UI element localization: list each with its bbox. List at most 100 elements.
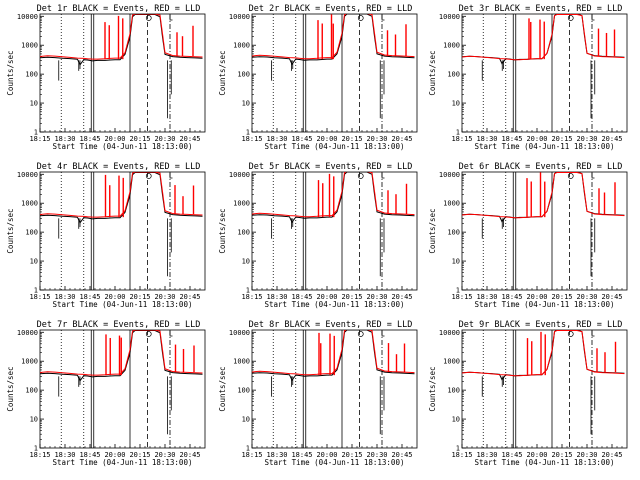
panel-title: Det 6r BLACK = Events, RED = LLD xyxy=(459,162,623,172)
plot-area xyxy=(40,330,203,448)
panel-det-7: Det 7r BLACK = Events, RED = LLD 1 10 100 10… xyxy=(6,320,206,467)
marker-circle xyxy=(145,173,152,179)
x-axis-label: Start Time (04-Jun-11 18:13:00) xyxy=(265,458,405,467)
plot-area xyxy=(252,14,415,132)
y-tick-label: 100 xyxy=(447,71,460,79)
x-tick-label: 18:15 xyxy=(451,451,472,459)
marker-bracket xyxy=(591,331,595,337)
x-axis-label: Start Time (04-Jun-11 18:13:00) xyxy=(265,300,405,309)
x-tick-label: 18:15 xyxy=(29,293,50,301)
axes-frame xyxy=(461,329,628,449)
y-tick-label: 1 xyxy=(456,287,460,295)
x-axis-label: Start Time (04-Jun-11 18:13:00) xyxy=(475,300,615,309)
x-tick-label: 20:45 xyxy=(601,293,622,301)
x-tick-label: 20:30 xyxy=(366,451,387,459)
plot-area xyxy=(40,14,203,132)
x-tick-label: 20:45 xyxy=(179,451,200,459)
x-tick-label: 20:30 xyxy=(576,293,597,301)
panel-det-2: Det 2r BLACK = Events, RED = LLD 1 10 100 10… xyxy=(218,4,418,151)
series-line-events xyxy=(40,172,203,224)
y-axis-label: Counts/sec xyxy=(428,50,437,95)
x-tick-label: 20:15 xyxy=(129,293,150,301)
marker-bracket xyxy=(381,15,385,21)
x-axis-label: Start Time (04-Jun-11 18:13:00) xyxy=(265,142,405,151)
series-line-events xyxy=(252,330,415,382)
series-line-lld xyxy=(40,14,203,60)
panel-det-6: Det 6r BLACK = Events, RED = LLD 1 10 100 10… xyxy=(428,162,628,309)
x-tick-label: 20:00 xyxy=(316,135,337,143)
y-tick-label: 100 xyxy=(237,71,250,79)
y-tick-label: 100 xyxy=(237,229,250,237)
y-tick-label: 10 xyxy=(452,258,460,266)
x-tick-label: 18:15 xyxy=(451,135,472,143)
plot-area xyxy=(40,172,203,290)
x-tick-label: 20:30 xyxy=(154,135,175,143)
x-tick-label: 18:30 xyxy=(476,293,497,301)
x-tick-label: 18:30 xyxy=(54,451,75,459)
x-axis-label: Start Time (04-Jun-11 18:13:00) xyxy=(53,300,193,309)
x-tick-label: 18:45 xyxy=(79,451,100,459)
x-tick-label: 20:45 xyxy=(391,135,412,143)
x-tick-label: 20:30 xyxy=(366,293,387,301)
panel-title: Det 9r BLACK = Events, RED = LLD xyxy=(459,320,623,330)
y-tick-label: 1000 xyxy=(233,200,250,208)
y-tick-label: 10 xyxy=(242,416,250,424)
axes-frame xyxy=(39,171,206,291)
y-tick-label: 10 xyxy=(452,100,460,108)
x-tick-label: 18:15 xyxy=(241,293,262,301)
marker-circle xyxy=(567,331,574,337)
marker-bracket xyxy=(169,331,173,337)
series-line-lld xyxy=(252,172,415,218)
x-tick-label: 18:30 xyxy=(54,135,75,143)
y-tick-label: 10000 xyxy=(439,329,460,337)
series-line-lld xyxy=(462,330,625,377)
x-tick-label: 20:15 xyxy=(551,135,572,143)
y-tick-label: 1000 xyxy=(443,42,460,50)
marker-circle xyxy=(567,15,574,21)
panel-det-4: Det 4r BLACK = Events, RED = LLD 1 10 100 10… xyxy=(6,162,206,309)
panel-title: Det 7r BLACK = Events, RED = LLD xyxy=(37,320,201,330)
marker-bracket xyxy=(381,331,385,337)
plot-area xyxy=(462,14,625,132)
axes-frame xyxy=(251,329,418,449)
marker-circle xyxy=(357,173,364,179)
marker-bracket xyxy=(591,15,595,21)
x-tick-label: 20:30 xyxy=(154,451,175,459)
x-tick-label: 20:30 xyxy=(366,135,387,143)
y-tick-label: 1 xyxy=(34,445,38,453)
x-axis-label: Start Time (04-Jun-11 18:13:00) xyxy=(53,458,193,467)
panel-det-3: Det 3r BLACK = Events, RED = LLD 1 10 100 10… xyxy=(428,4,628,151)
plot-area xyxy=(252,172,415,290)
series-line-events xyxy=(252,172,415,224)
x-tick-label: 20:15 xyxy=(551,293,572,301)
x-tick-label: 18:45 xyxy=(501,293,522,301)
panel-det-9: Det 9r BLACK = Events, RED = LLD 1 10 100 10… xyxy=(428,320,628,467)
y-tick-label: 10000 xyxy=(17,13,38,21)
x-tick-label: 20:15 xyxy=(341,451,362,459)
x-tick-label: 18:45 xyxy=(79,135,100,143)
axes-frame xyxy=(39,13,206,133)
marker-bracket xyxy=(169,173,173,179)
panel-title: Det 8r BLACK = Events, RED = LLD xyxy=(249,320,413,330)
x-tick-label: 18:15 xyxy=(29,135,50,143)
axes-frame xyxy=(39,329,206,449)
y-tick-label: 100 xyxy=(447,229,460,237)
plot-area xyxy=(252,330,415,448)
marker-circle xyxy=(357,331,364,337)
x-tick-label: 20:45 xyxy=(179,293,200,301)
y-tick-label: 100 xyxy=(237,387,250,395)
y-tick-label: 10000 xyxy=(229,13,250,21)
series-line-lld xyxy=(462,14,625,61)
marker-bracket xyxy=(591,173,595,179)
y-tick-label: 10 xyxy=(452,416,460,424)
panel-title: Det 1r BLACK = Events, RED = LLD xyxy=(37,4,201,14)
marker-circle xyxy=(145,15,152,21)
x-tick-label: 18:45 xyxy=(291,135,312,143)
marker-circle xyxy=(145,331,152,337)
x-tick-label: 18:45 xyxy=(291,293,312,301)
x-tick-label: 20:15 xyxy=(341,135,362,143)
y-tick-label: 1000 xyxy=(233,42,250,50)
y-tick-label: 10000 xyxy=(229,329,250,337)
y-tick-label: 1 xyxy=(246,129,250,137)
